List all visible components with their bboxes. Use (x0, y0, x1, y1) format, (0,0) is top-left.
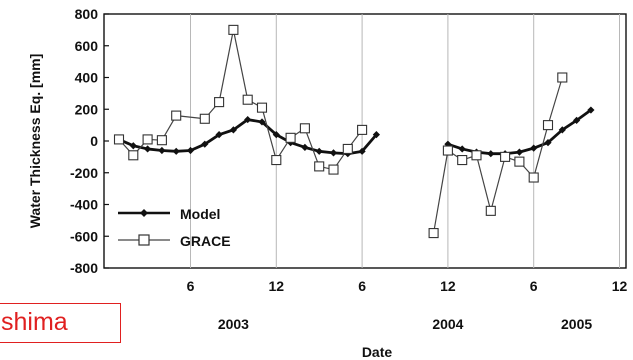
model-point (201, 140, 209, 148)
grace-point (142, 134, 153, 145)
grace-point (299, 123, 310, 134)
grace-point (228, 24, 239, 35)
y-tick-label: 800 (75, 6, 99, 22)
model-point (444, 140, 452, 148)
legend-model-label: Model (180, 206, 220, 222)
grace-point (514, 156, 525, 167)
series-layer (113, 24, 595, 239)
grace-point (485, 205, 496, 216)
model-point (544, 138, 552, 147)
grace-point (528, 172, 539, 183)
legend-grace-marker (138, 234, 150, 246)
y-tick-label: 600 (75, 38, 99, 54)
grace-point (214, 97, 225, 108)
x-tick-label: 6 (358, 278, 366, 294)
legend-grace-label: GRACE (180, 233, 231, 249)
grace-point (271, 155, 282, 166)
grace-point (428, 228, 439, 239)
year-label: 2003 (218, 316, 249, 332)
model-point (315, 147, 323, 155)
y-axis-title: Water Thickness Eq. [mm] (27, 54, 43, 229)
grace-point (256, 102, 268, 113)
grace-point (457, 155, 468, 166)
model-point (458, 145, 466, 153)
model-point (573, 116, 581, 124)
grace-point (557, 72, 568, 83)
model-point (587, 106, 595, 114)
x-axis: 6 12 6 12 6 12 2003 2004 2005 (187, 278, 628, 332)
overlay-label-box: shima (0, 303, 121, 343)
model-point (172, 147, 180, 155)
y-tick-label: -200 (70, 165, 98, 181)
year-label: 2004 (432, 316, 463, 332)
model-point (158, 146, 166, 155)
series-line-grace (433, 77, 563, 234)
grace-point (471, 150, 482, 161)
model-point (129, 142, 137, 150)
grace-point (199, 113, 210, 124)
model-point (144, 145, 152, 153)
y-tick-label: -600 (70, 228, 98, 244)
y-tick-label: 0 (90, 133, 98, 149)
grace-point (156, 135, 167, 146)
y-tick-label: -800 (70, 260, 98, 276)
model-point (244, 115, 252, 124)
grace-point (328, 164, 339, 175)
gridlines (190, 14, 620, 268)
grace-point (171, 110, 182, 121)
grace-point (442, 145, 453, 156)
grace-point (242, 94, 253, 105)
x-tick-label: 6 (530, 278, 538, 294)
model-point (530, 144, 538, 152)
legend-model-marker (140, 209, 148, 217)
model-point (372, 131, 380, 139)
model-point (301, 143, 309, 151)
series-line-model (447, 108, 592, 156)
overlay-label-text: shima (1, 308, 68, 336)
grace-point (542, 120, 554, 131)
x-axis-title: Date (362, 344, 393, 360)
model-point (329, 149, 338, 157)
model-point (515, 148, 523, 156)
grace-point (285, 132, 296, 143)
y-tick-label: -400 (70, 197, 98, 213)
grace-point (342, 143, 353, 154)
y-tick-label: 200 (75, 101, 99, 117)
model-point (487, 150, 495, 158)
x-tick-label: 12 (440, 278, 456, 294)
grace-point (113, 134, 125, 145)
grace-point (128, 150, 139, 161)
grace-point (357, 124, 368, 135)
x-tick-label: 6 (187, 278, 195, 294)
year-label: 2005 (561, 316, 592, 332)
model-point (186, 146, 195, 155)
model-point (215, 131, 223, 139)
y-tick-label: 400 (75, 70, 99, 86)
model-point (358, 147, 366, 155)
x-tick-label: 12 (612, 278, 628, 294)
model-point (558, 126, 566, 134)
model-point (272, 131, 280, 139)
legend: Model GRACE (118, 206, 231, 249)
grace-point (314, 161, 325, 172)
y-axis: -800 -600 -400 -200 0 200 400 600 800 (70, 6, 109, 276)
x-tick-label: 12 (269, 278, 285, 294)
model-point (229, 126, 237, 134)
grace-point (500, 151, 511, 162)
model-point (258, 118, 266, 126)
